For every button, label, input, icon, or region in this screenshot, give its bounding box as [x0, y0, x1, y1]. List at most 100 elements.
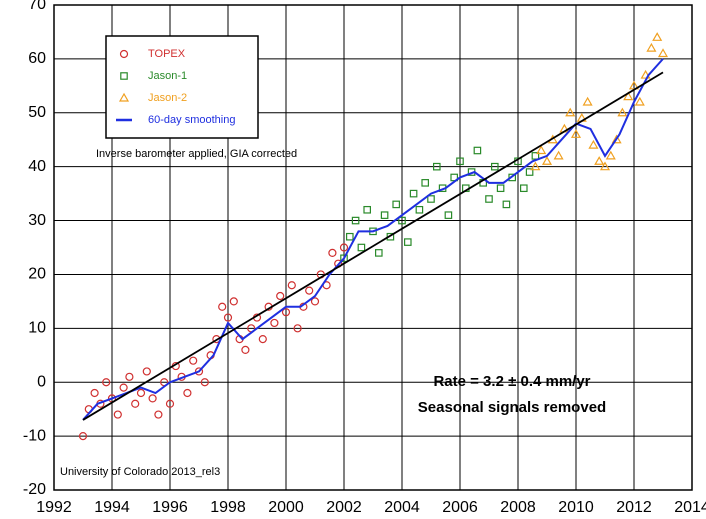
point: [357, 243, 366, 252]
legend-swatch: [120, 72, 128, 80]
y-tick-label: -20: [23, 481, 46, 498]
point: [433, 162, 441, 171]
y-tick-label: 70: [28, 0, 46, 13]
point: [241, 345, 250, 354]
point: [223, 313, 233, 322]
point: [657, 48, 669, 58]
point: [541, 156, 553, 165]
legend-label: Jason-1: [148, 70, 187, 82]
point: [131, 399, 140, 408]
y-tick-label: 20: [28, 266, 46, 283]
point: [270, 318, 279, 328]
y-tick-label: -10: [23, 427, 46, 444]
x-tick-label: 1994: [94, 499, 130, 516]
point: [611, 134, 622, 144]
point: [183, 388, 192, 398]
legend: TOPEX Jason-1 Jason-2 60-day smoothing: [105, 35, 259, 139]
legend-swatch: [118, 92, 130, 102]
point: [305, 286, 314, 295]
point: [508, 173, 517, 182]
point: [398, 216, 406, 225]
legend-label: 60-day smoothing: [148, 114, 235, 126]
legend-swatch: [119, 49, 129, 59]
point: [392, 200, 401, 209]
point: [605, 150, 616, 160]
legend-label: TOPEX: [148, 48, 186, 60]
point: [328, 248, 337, 257]
point: [363, 205, 372, 214]
point: [78, 432, 88, 441]
annotation: Seasonal signals removed: [418, 399, 606, 416]
point: [485, 195, 493, 203]
point: [281, 308, 291, 317]
point: [189, 356, 198, 365]
point: [617, 107, 628, 117]
point: [351, 216, 360, 225]
point: [588, 139, 599, 149]
point: [427, 195, 435, 203]
point: [421, 179, 430, 187]
point: [310, 297, 320, 306]
smoothing-line: [82, 58, 664, 421]
x-tick-label: 2000: [268, 499, 304, 516]
point: [375, 249, 383, 257]
point: [519, 184, 528, 193]
point: [194, 367, 204, 376]
y-tick-label: 60: [28, 50, 46, 67]
point: [582, 96, 593, 106]
point: [553, 150, 564, 160]
point: [276, 291, 285, 301]
point: [142, 367, 151, 376]
point: [623, 91, 634, 101]
point: [148, 394, 157, 403]
point: [340, 254, 348, 263]
annotation: Rate = 3.2 ± 0.4 mm/yr: [433, 373, 590, 390]
point: [530, 161, 541, 171]
point: [565, 107, 576, 117]
point: [536, 145, 547, 155]
legend-label: Jason-2: [148, 92, 187, 104]
point: [258, 335, 267, 344]
point: [531, 152, 540, 160]
point: [119, 383, 128, 392]
x-tick-label: 2006: [442, 499, 478, 516]
x-tick-label: 1996: [152, 499, 188, 516]
point: [646, 42, 657, 52]
x-tick-label: 2010: [558, 499, 594, 516]
point: [570, 129, 582, 138]
point: [113, 410, 122, 419]
point: [380, 211, 389, 219]
point: [634, 96, 645, 106]
point: [90, 388, 99, 398]
point: [346, 232, 354, 241]
point: [136, 388, 146, 398]
x-tick-label: 2002: [326, 499, 362, 516]
point: [409, 189, 418, 198]
point: [339, 243, 349, 252]
y-tick-label: 30: [28, 212, 46, 229]
plot-frame: [53, 4, 693, 491]
point: [502, 200, 511, 209]
y-tick-label: 10: [28, 320, 46, 337]
point: [640, 69, 651, 79]
point: [415, 205, 424, 214]
y-tick-label: 40: [28, 158, 46, 175]
point: [218, 302, 227, 311]
point: [599, 161, 611, 171]
trend-line: [82, 71, 664, 421]
y-tick-label: 50: [28, 104, 46, 121]
point: [496, 184, 505, 193]
point: [594, 156, 605, 165]
x-tick-label: 2014: [674, 499, 706, 516]
x-tick-label: 2012: [616, 499, 652, 516]
point: [287, 281, 296, 290]
x-tick-label: 1998: [210, 499, 246, 516]
point: [444, 211, 453, 219]
y-tick-label: 0: [37, 373, 46, 390]
annotation: University of Colorado 2013_rel3: [60, 466, 220, 478]
point: [102, 378, 111, 387]
point: [229, 297, 238, 306]
point: [491, 162, 499, 171]
x-tick-label: 2008: [500, 499, 536, 516]
